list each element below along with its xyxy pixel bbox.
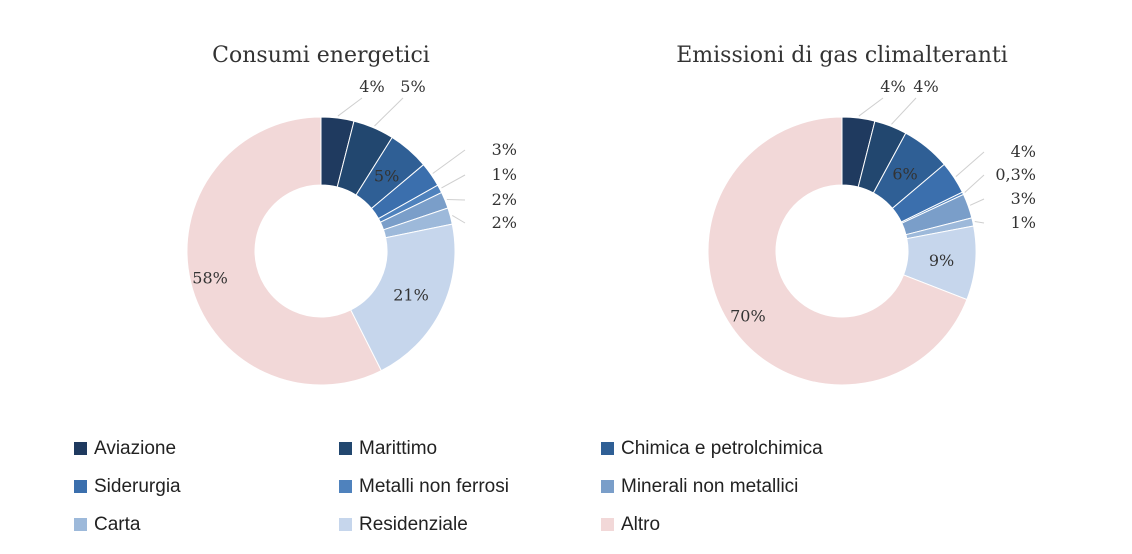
legend-item: Residenziale: [339, 512, 601, 537]
leader-line: [858, 97, 884, 117]
data-label: 2%: [492, 190, 517, 209]
legend-swatch: [339, 518, 352, 531]
data-label: 58%: [192, 268, 228, 287]
leader-line: [337, 97, 363, 117]
donut-slice: [186, 116, 382, 386]
legend-label: Chimica e petrolchimica: [621, 437, 823, 459]
legend-label: Altro: [621, 513, 661, 535]
legend-item: Metalli non ferrosi: [339, 474, 601, 499]
data-label: 3%: [1011, 189, 1036, 208]
legend-label: Siderurgia: [94, 475, 181, 497]
legend-label: Carta: [94, 513, 141, 535]
legend-swatch: [601, 442, 614, 455]
leader-line: [955, 151, 985, 178]
donut-chart-emissioni: 4% 4% 6% 4% 0,3% 3% 1% 9% 70%: [707, 77, 1036, 386]
data-label: 2%: [492, 213, 517, 232]
data-label: 9%: [929, 251, 954, 270]
data-label: 1%: [1011, 213, 1036, 232]
legend-swatch: [339, 480, 352, 493]
legend-swatch: [339, 442, 352, 455]
data-label: 4%: [359, 77, 384, 96]
legend-item: Marittimo: [339, 436, 601, 461]
leader-line: [432, 149, 466, 174]
leader-line: [452, 215, 466, 224]
data-label: 5%: [400, 77, 425, 96]
leader-line: [374, 97, 404, 127]
donut-chart-consumi: 4% 5% 5% 3% 1% 2% 2% 21% 58%: [186, 77, 517, 386]
data-label: 3%: [492, 140, 517, 159]
legend-label: Metalli non ferrosi: [359, 475, 509, 497]
data-label: 1%: [492, 165, 517, 184]
data-label: 70%: [730, 306, 766, 325]
data-label: 4%: [913, 77, 938, 96]
leader-line: [964, 174, 985, 193]
legend-swatch: [601, 480, 614, 493]
legend-item: Minerali non metallici: [601, 474, 901, 499]
legend-label: Residenziale: [359, 513, 468, 535]
legend-item: Aviazione: [74, 436, 339, 461]
donut-slice: [350, 223, 456, 372]
leader-line: [446, 198, 466, 201]
legend-item: Siderurgia: [74, 474, 339, 499]
charts-area: Consumi energetici Emissioni di gas clim…: [186, 43, 1036, 386]
legend-item: Altro: [601, 512, 901, 537]
legend-swatch: [74, 480, 87, 493]
chart-title-consumi: Consumi energetici: [212, 43, 430, 68]
chart-title-emissioni: Emissioni di gas climalteranti: [676, 43, 1008, 68]
legend: Aviazione Marittimo Chimica e petrolchimic…: [74, 436, 1074, 537]
legend-item: Chimica e petrolchimica: [601, 436, 901, 461]
data-label: 5%: [374, 167, 399, 186]
leader-line: [891, 97, 917, 125]
legend-label: Marittimo: [359, 437, 438, 459]
legend-item: Carta: [74, 512, 339, 537]
data-label: 21%: [393, 286, 429, 305]
leader-line: [974, 221, 985, 224]
legend-label: Aviazione: [94, 437, 177, 459]
legend-label: Minerali non metallici: [621, 475, 799, 497]
data-label: 4%: [880, 77, 905, 96]
leader-line: [969, 198, 985, 206]
legend-swatch: [74, 442, 87, 455]
leader-line: [441, 174, 466, 189]
legend-swatch: [601, 518, 614, 531]
donut-slice: [707, 116, 968, 386]
legend-swatch: [74, 518, 87, 531]
data-label: 4%: [1011, 142, 1036, 161]
data-label: 6%: [892, 164, 917, 183]
data-label: 0,3%: [995, 165, 1036, 184]
